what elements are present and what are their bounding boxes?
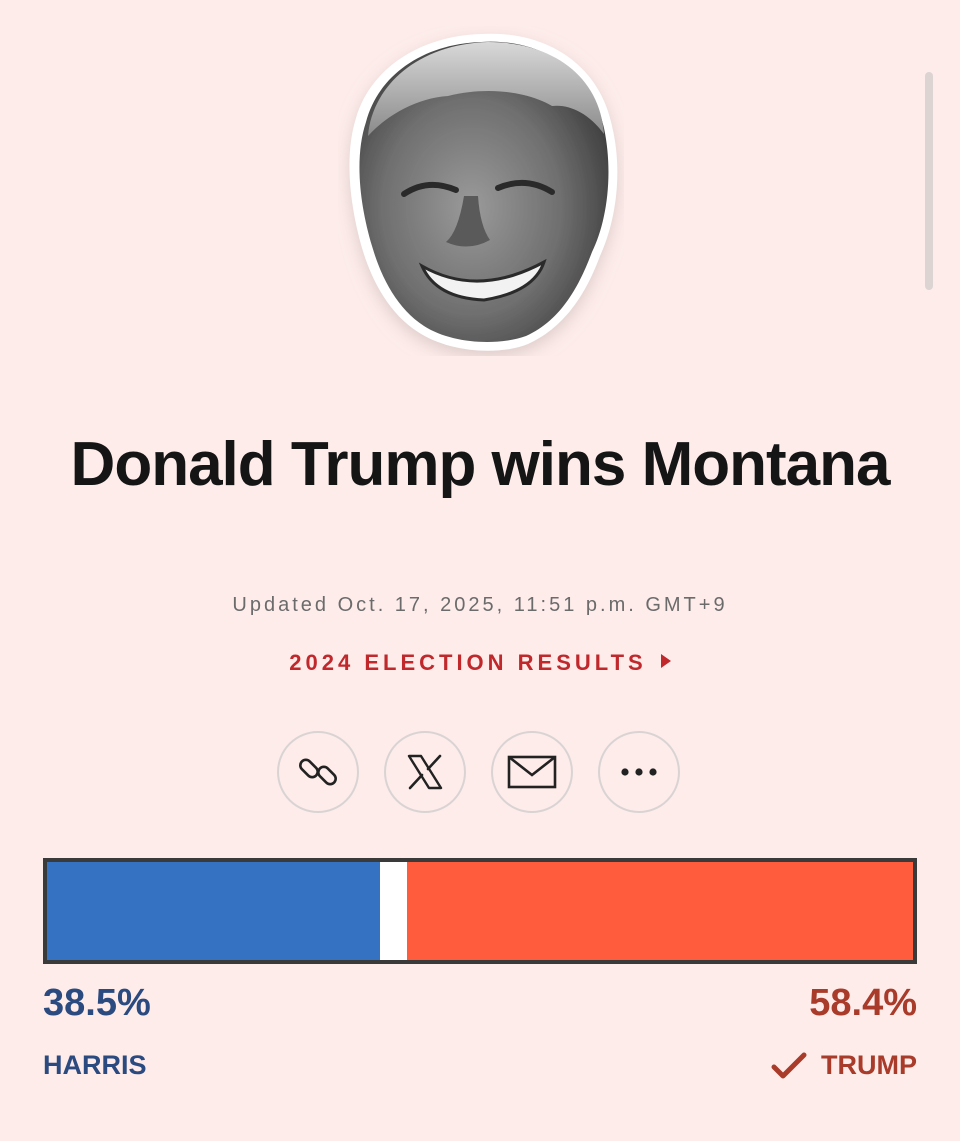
trump-bar-segment bbox=[407, 862, 913, 960]
play-arrow-icon bbox=[660, 654, 671, 668]
headline: Donald Trump wins Montana bbox=[70, 430, 891, 499]
x-logo-icon bbox=[407, 754, 443, 790]
harris-bar-segment bbox=[47, 862, 380, 960]
more-icon bbox=[621, 768, 657, 776]
more-options-button[interactable] bbox=[598, 731, 680, 813]
updated-timestamp: Updated Oct. 17, 2025, 11:51 p.m. GMT+9 bbox=[232, 594, 728, 616]
share-toolbar bbox=[277, 731, 683, 815]
scrollbar[interactable] bbox=[925, 72, 933, 290]
share-email-button[interactable] bbox=[491, 731, 573, 813]
harris-name: HARRIS bbox=[43, 1050, 147, 1080]
vote-share-bar bbox=[43, 858, 917, 964]
candidate-portrait bbox=[338, 26, 624, 356]
trump-name-row: TRUMP bbox=[771, 1050, 917, 1081]
link-icon bbox=[299, 758, 337, 786]
share-x-button[interactable] bbox=[384, 731, 466, 813]
trump-percent: 58.4% bbox=[809, 982, 917, 1024]
election-results-label: 2024 ELECTION RESULTS bbox=[289, 650, 647, 675]
election-results-link[interactable]: 2024 ELECTION RESULTS bbox=[0, 650, 960, 676]
trump-name: TRUMP bbox=[821, 1050, 917, 1080]
copy-link-button[interactable] bbox=[277, 731, 359, 813]
winner-check-icon bbox=[771, 1052, 807, 1078]
mail-icon bbox=[507, 755, 557, 789]
harris-percent: 38.5% bbox=[43, 982, 151, 1024]
